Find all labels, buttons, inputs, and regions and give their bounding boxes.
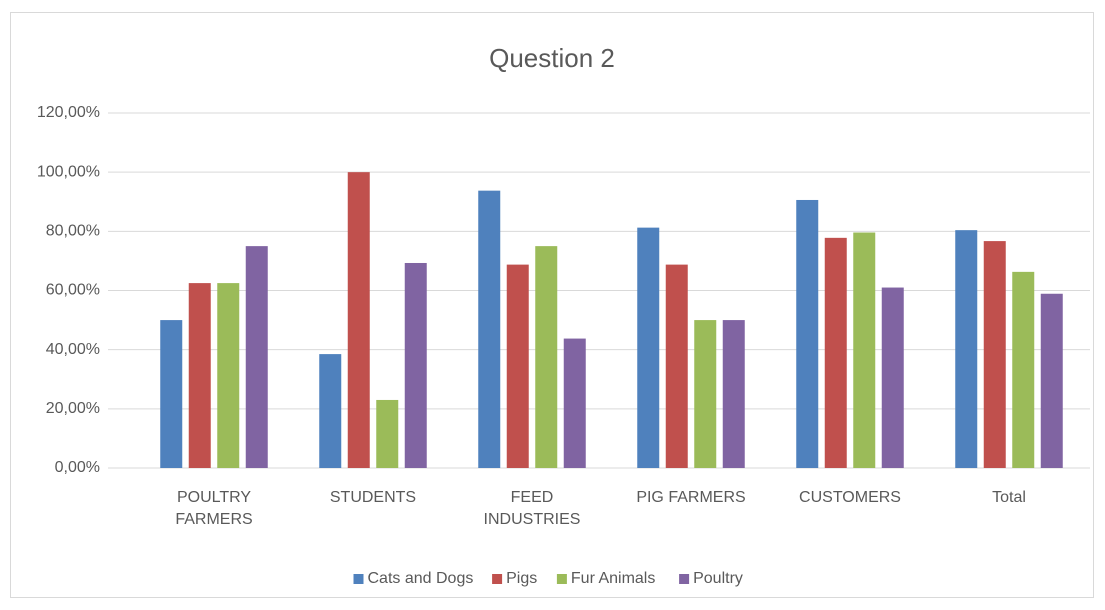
y-tick-label: 0,00% bbox=[55, 459, 100, 476]
legend-swatch bbox=[353, 574, 364, 584]
bar bbox=[955, 230, 978, 468]
bar bbox=[217, 283, 240, 468]
bar bbox=[404, 262, 427, 468]
bar bbox=[824, 237, 847, 468]
legend-label: Poultry bbox=[693, 570, 743, 587]
legend-swatch bbox=[556, 574, 567, 584]
bar bbox=[796, 199, 819, 468]
bar bbox=[637, 227, 660, 468]
y-tick-label: 120,00% bbox=[37, 104, 100, 121]
x-tick-label: CUSTOMERS bbox=[799, 489, 901, 506]
legend-label: Cats and Dogs bbox=[368, 570, 474, 587]
bar bbox=[347, 172, 370, 468]
bar bbox=[1012, 271, 1035, 468]
x-tick-label: PIG FARMERS bbox=[636, 489, 746, 506]
y-tick-label: 20,00% bbox=[46, 400, 100, 417]
bar bbox=[563, 338, 586, 468]
bar bbox=[1040, 293, 1063, 468]
chart-title: Question 2 bbox=[489, 43, 615, 73]
legend-swatch bbox=[492, 574, 503, 584]
bar bbox=[478, 190, 501, 468]
bar bbox=[881, 287, 904, 468]
bar bbox=[983, 241, 1006, 468]
legend-swatch bbox=[679, 574, 690, 584]
bar bbox=[376, 399, 399, 468]
x-tick-label: STUDENTS bbox=[329, 489, 417, 506]
bar bbox=[694, 320, 717, 468]
y-tick-label: 80,00% bbox=[46, 223, 100, 240]
x-tick-label: Total bbox=[992, 489, 1026, 506]
legend-label: Pigs bbox=[506, 570, 537, 587]
bar bbox=[160, 320, 183, 468]
bar bbox=[188, 283, 211, 468]
y-tick-label: 40,00% bbox=[46, 341, 100, 358]
bar bbox=[722, 320, 745, 468]
y-tick-label: 100,00% bbox=[37, 163, 100, 180]
x-tick-label: POULTRY FARMERS bbox=[175, 489, 253, 528]
bar bbox=[853, 232, 876, 468]
bar bbox=[319, 354, 342, 468]
bar bbox=[506, 264, 529, 468]
bar bbox=[665, 264, 688, 468]
bar bbox=[535, 246, 558, 468]
y-tick-label: 60,00% bbox=[46, 282, 100, 299]
bar bbox=[245, 246, 268, 468]
x-tick-label: FEED INDUSTRIES bbox=[483, 489, 581, 528]
legend-label: Fur Animals bbox=[571, 570, 655, 587]
